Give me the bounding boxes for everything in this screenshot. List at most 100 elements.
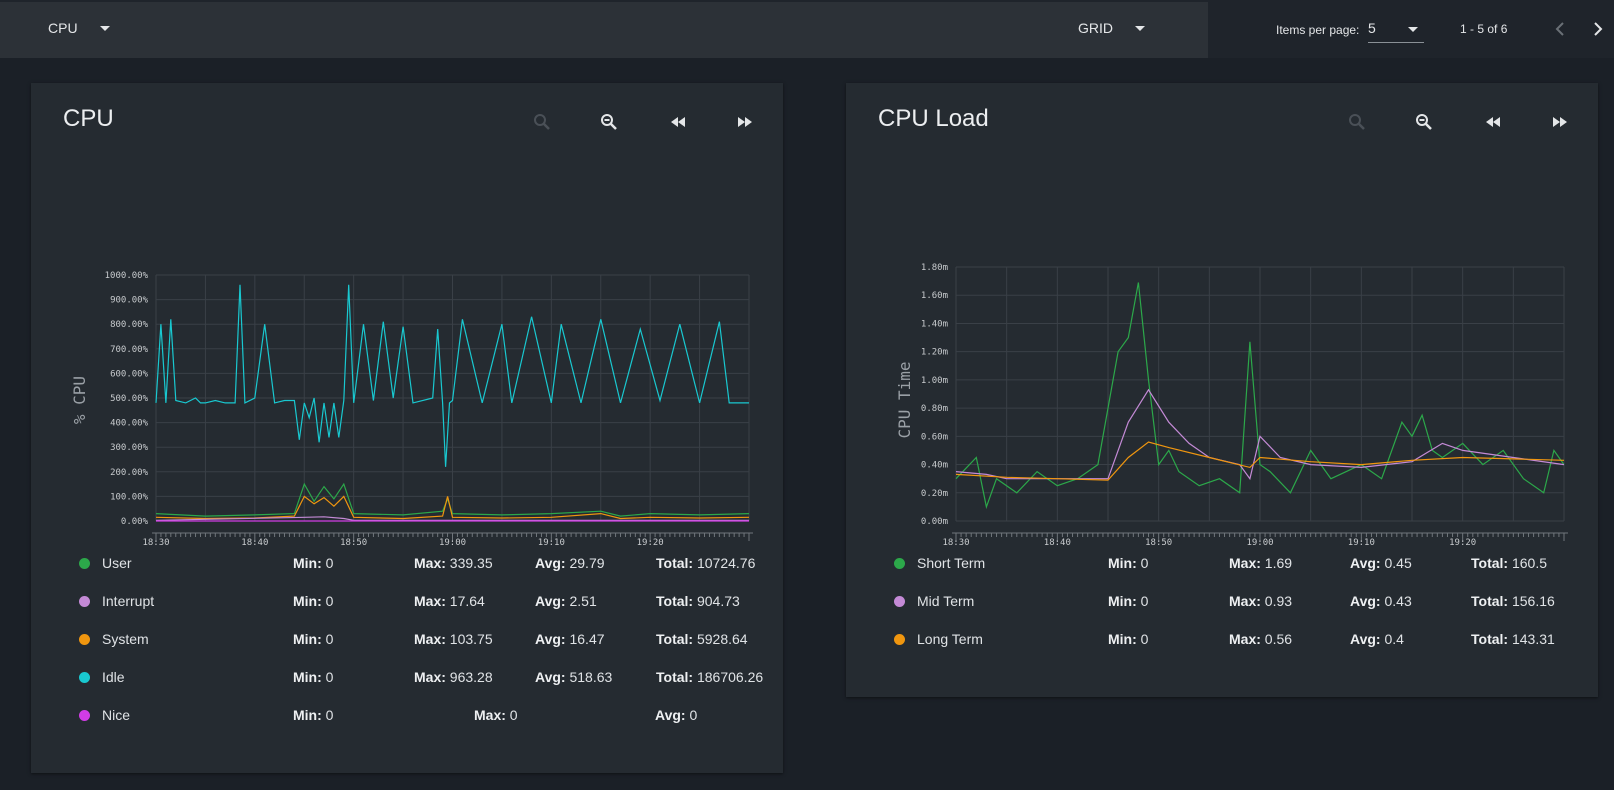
legend-total-label: Total: <box>656 631 694 647</box>
legend-max-stat: Max: 963.28 <box>414 669 493 685</box>
legend-avg-stat: Avg: 0 <box>655 707 697 723</box>
y-tick-label: 900.00% <box>110 296 149 306</box>
rewind-button[interactable] <box>667 111 689 133</box>
legend-min-value: 0 <box>325 631 334 647</box>
legend-row[interactable]: Nice Min: 0 Max: 0 Avg: 0 <box>79 706 759 726</box>
y-tick-label: 800.00% <box>110 320 149 330</box>
x-tick-label: 19:10 <box>1348 538 1375 548</box>
y-tick-label: 1.20m <box>921 348 948 358</box>
fast-forward-button[interactable] <box>734 111 756 133</box>
y-tick-label: 100.00% <box>110 492 149 502</box>
legend-total-stat: Total: 160.5 <box>1471 555 1547 571</box>
series-line-long-term <box>955 441 1565 481</box>
pagination-range: 1 - 5 of 6 <box>1460 22 1508 36</box>
cpu-chart: 1000.00% 900.00% 800.00% 700.00% 600.00% 500.… <box>70 271 753 548</box>
legend-min-value: 0 <box>325 555 334 571</box>
legend-max-value: 103.75 <box>449 631 493 647</box>
legend-avg-value: 0.43 <box>1384 593 1412 609</box>
legend-color-dot <box>79 710 90 721</box>
legend-min-label: Min: <box>293 707 322 723</box>
fast-forward-icon <box>1553 117 1567 127</box>
x-tick-label: 19:00 <box>1246 538 1273 548</box>
x-tick-label: 18:30 <box>942 538 969 548</box>
legend-row[interactable]: User Min: 0 Max: 339.35 Avg: 29.79 Total: 10… <box>79 554 759 574</box>
legend-total-label: Total: <box>1471 593 1509 609</box>
legend-avg-stat: Avg: 29.79 <box>535 555 605 571</box>
legend-min-value: 0 <box>1140 593 1149 609</box>
legend-min-stat: Min: 0 <box>293 593 333 609</box>
legend-total-label: Total: <box>1471 555 1509 571</box>
chevron-left-icon <box>1555 22 1564 36</box>
chevron-down-icon <box>99 25 110 31</box>
legend-max-label: Max: <box>414 631 446 647</box>
y-tick-label: 1.80m <box>921 263 948 273</box>
legend-max-label: Max: <box>1229 555 1261 571</box>
legend-avg-label: Avg: <box>535 593 566 609</box>
y-tick-label: 0.40m <box>921 461 948 471</box>
legend-avg-stat: Avg: 0.45 <box>1350 555 1412 571</box>
legend-total-stat: Total: 10724.76 <box>656 555 755 571</box>
cpu-card: CPU 1000.00% 900.00% 800.00% 700.00% 600.00%… <box>31 83 783 773</box>
legend-avg-label: Avg: <box>535 669 566 685</box>
legend-series-name: Idle <box>102 669 125 685</box>
legend-min-stat: Min: 0 <box>1108 593 1148 609</box>
legend-row[interactable]: Long Term Min: 0 Max: 0.56 Avg: 0.4 Total: 1… <box>894 630 1574 650</box>
legend-min-label: Min: <box>1108 555 1137 571</box>
legend-max-stat: Max: 0 <box>474 707 518 723</box>
previous-page-button[interactable] <box>1550 18 1570 40</box>
legend-color-dot <box>79 672 90 683</box>
legend-avg-value: 29.79 <box>569 555 605 571</box>
zoom-in-button[interactable] <box>531 111 553 133</box>
y-axis-label: CPU Time <box>895 361 914 438</box>
metric-select[interactable]: CPU <box>48 20 110 36</box>
legend-avg-stat: Avg: 16.47 <box>535 631 605 647</box>
legend-row[interactable]: Short Term Min: 0 Max: 1.69 Avg: 0.45 Total:… <box>894 554 1574 574</box>
legend-min-stat: Min: 0 <box>293 631 333 647</box>
y-tick-label: 600.00% <box>110 369 149 379</box>
legend-max-stat: Max: 0.93 <box>1229 593 1292 609</box>
next-page-button[interactable] <box>1588 18 1608 40</box>
legend-max-stat: Max: 0.56 <box>1229 631 1292 647</box>
legend-row[interactable]: Interrupt Min: 0 Max: 17.64 Avg: 2.51 Total:… <box>79 592 759 612</box>
x-tick-label: 18:50 <box>340 538 367 548</box>
zoom-out-icon <box>601 114 617 130</box>
card-title: CPU <box>63 105 114 132</box>
zoom-in-icon <box>534 114 550 130</box>
zoom-in-button[interactable] <box>1346 111 1368 133</box>
legend-avg-value: 0.45 <box>1384 555 1412 571</box>
legend-row[interactable]: Mid Term Min: 0 Max: 0.93 Avg: 0.43 Total: 1… <box>894 592 1574 612</box>
y-tick-label: 0.60m <box>921 432 948 442</box>
legend-avg-stat: Avg: 0.4 <box>1350 631 1404 647</box>
legend-min-value: 0 <box>1140 555 1149 571</box>
legend-max-stat: Max: 339.35 <box>414 555 493 571</box>
legend-row[interactable]: Idle Min: 0 Max: 963.28 Avg: 518.63 Total: 1… <box>79 668 763 688</box>
items-per-page-value: 5 <box>1368 20 1376 36</box>
y-tick-label: 0.80m <box>921 404 948 414</box>
items-per-page-select[interactable]: 5 <box>1368 20 1424 43</box>
legend-total-stat: Total: 5928.64 <box>656 631 748 647</box>
legend-min-stat: Min: 0 <box>1108 555 1148 571</box>
legend-max-value: 17.64 <box>449 593 485 609</box>
legend-max-label: Max: <box>414 593 446 609</box>
legend-avg-value: 0.4 <box>1384 631 1404 647</box>
legend-max-label: Max: <box>414 555 446 571</box>
zoom-out-button[interactable] <box>1413 111 1435 133</box>
legend-avg-label: Avg: <box>655 707 686 723</box>
legend-min-value: 0 <box>325 593 334 609</box>
zoom-out-button[interactable] <box>598 111 620 133</box>
layout-select[interactable]: GRID <box>1078 20 1145 36</box>
y-tick-label: 200.00% <box>110 468 149 478</box>
legend-max-stat: Max: 17.64 <box>414 593 485 609</box>
legend-color-dot <box>79 596 90 607</box>
zoom-out-icon <box>1416 114 1432 130</box>
legend-max-value: 0.93 <box>1264 593 1293 609</box>
legend-row[interactable]: System Min: 0 Max: 103.75 Avg: 16.47 Total: … <box>79 630 759 650</box>
legend-max-value: 963.28 <box>449 669 493 685</box>
fast-forward-button[interactable] <box>1549 111 1571 133</box>
toolbar: CPU GRID Items per page: 5 1 - 5 of 6 <box>0 0 1614 58</box>
x-tick-label: 18:30 <box>142 538 169 548</box>
legend-min-label: Min: <box>293 669 322 685</box>
rewind-button[interactable] <box>1482 111 1504 133</box>
y-tick-label: 0.00% <box>121 517 149 527</box>
series-line-short-term <box>955 282 1565 510</box>
